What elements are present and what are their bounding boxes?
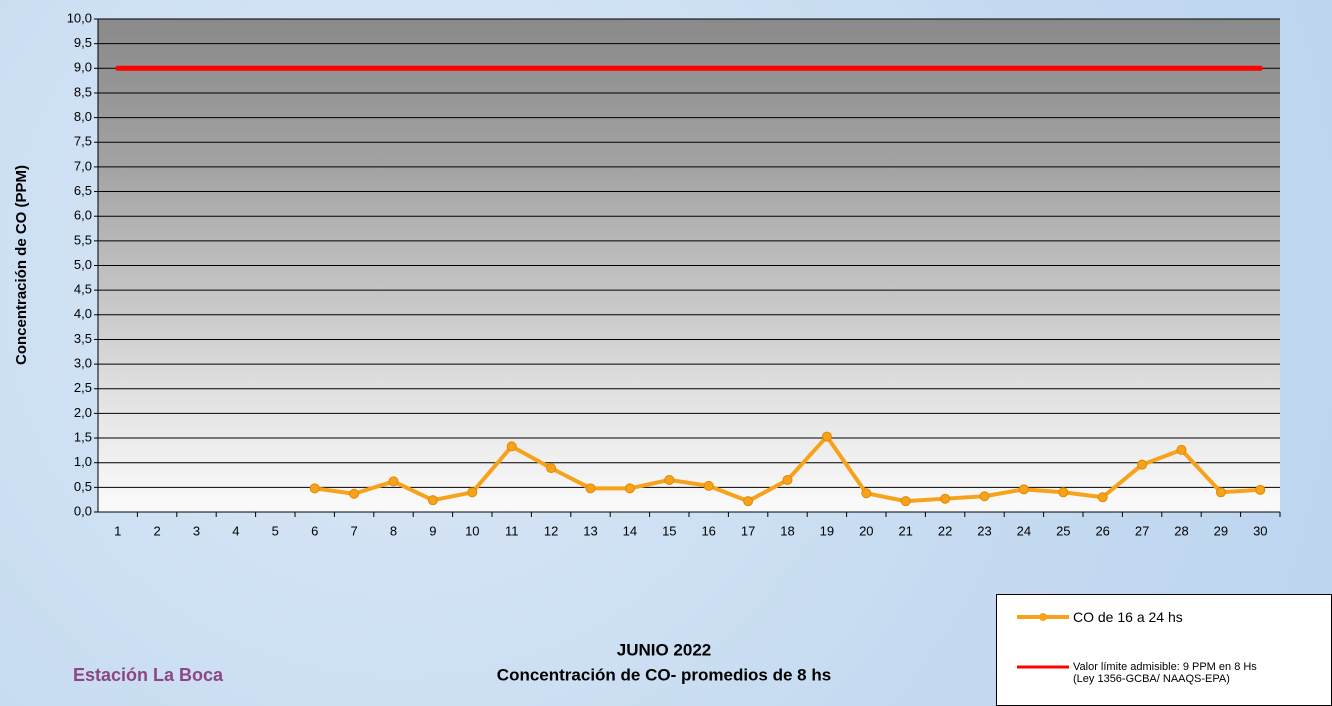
x-tick-label: 18 — [780, 523, 794, 538]
data-point — [744, 497, 753, 506]
x-tick-label: 4 — [232, 523, 239, 538]
data-point — [704, 481, 713, 490]
data-point — [1059, 488, 1068, 497]
data-point — [350, 489, 359, 498]
chart-title: JUNIO 2022 — [617, 640, 712, 659]
x-tick-label: 12 — [544, 523, 558, 538]
x-tick-label: 10 — [465, 523, 479, 538]
data-point — [625, 484, 634, 493]
data-point — [507, 442, 516, 451]
x-tick-label: 1 — [114, 523, 121, 538]
data-point — [1256, 485, 1265, 494]
data-point — [822, 432, 831, 441]
x-tick-label: 14 — [623, 523, 637, 538]
x-tick-label: 26 — [1095, 523, 1109, 538]
data-point — [468, 488, 477, 497]
x-tick-label: 6 — [311, 523, 318, 538]
y-tick-label: 7,5 — [74, 134, 92, 149]
x-tick-label: 20 — [859, 523, 873, 538]
chart-subtitle: Concentración de CO- promedios de 8 hs — [497, 665, 831, 684]
x-tick-label: 24 — [1017, 523, 1031, 538]
data-point — [1216, 488, 1225, 497]
data-point — [665, 475, 674, 484]
data-point — [980, 492, 989, 501]
x-tick-label: 7 — [350, 523, 357, 538]
y-tick-label: 4,5 — [74, 282, 92, 297]
y-tick-label: 1,0 — [74, 454, 92, 469]
x-tick-label: 13 — [583, 523, 597, 538]
x-tick-label: 28 — [1174, 523, 1188, 538]
y-tick-label: 7,0 — [74, 158, 92, 173]
data-point — [941, 494, 950, 503]
data-point — [389, 477, 398, 486]
x-tick-label: 19 — [820, 523, 834, 538]
y-tick-label: 2,5 — [74, 380, 92, 395]
data-point — [1138, 460, 1147, 469]
data-point — [586, 484, 595, 493]
x-tick-label: 11 — [505, 523, 519, 538]
y-tick-label: 5,0 — [74, 257, 92, 272]
y-tick-label: 9,5 — [74, 35, 92, 50]
y-tick-label: 9,0 — [74, 60, 92, 75]
x-tick-label: 15 — [662, 523, 676, 538]
legend-label: Valor límite admisible: 9 PPM en 8 Hs (L… — [1073, 661, 1273, 685]
data-point — [1019, 485, 1028, 494]
x-tick-label: 23 — [977, 523, 991, 538]
page: Concentración de CO (PPM) JUNIO 2022 Con… — [0, 0, 1332, 706]
legend: CO de 16 a 24 hs Valor límite admisible: … — [996, 594, 1332, 706]
y-tick-label: 3,5 — [74, 331, 92, 346]
y-tick-label: 1,5 — [74, 429, 92, 444]
y-tick-label: 8,0 — [74, 109, 92, 124]
x-tick-label: 9 — [429, 523, 436, 538]
x-tick-label: 17 — [741, 523, 755, 538]
y-tick-label: 10,0 — [67, 10, 92, 25]
y-tick-label: 0,0 — [74, 503, 92, 518]
y-tick-label: 3,0 — [74, 356, 92, 371]
data-point — [1098, 493, 1107, 502]
x-tick-label: 27 — [1135, 523, 1149, 538]
data-point — [862, 489, 871, 498]
data-point — [547, 464, 556, 473]
x-tick-label: 16 — [701, 523, 715, 538]
x-tick-label: 21 — [898, 523, 912, 538]
legend-marker — [1039, 613, 1047, 621]
y-tick-label: 4,0 — [74, 306, 92, 321]
x-tick-label: 30 — [1253, 523, 1267, 538]
legend-label: CO de 16 a 24 hs — [1073, 609, 1183, 625]
x-tick-label: 29 — [1214, 523, 1228, 538]
y-tick-label: 6,5 — [74, 183, 92, 198]
y-tick-label: 5,5 — [74, 232, 92, 247]
data-point — [310, 484, 319, 493]
station-label: Estación La Boca — [73, 665, 224, 685]
data-point — [901, 497, 910, 506]
x-tick-label: 5 — [272, 523, 279, 538]
y-tick-label: 6,0 — [74, 208, 92, 223]
y-tick-label: 2,0 — [74, 405, 92, 420]
x-tick-label: 8 — [390, 523, 397, 538]
data-point — [783, 475, 792, 484]
data-point — [428, 496, 437, 505]
y-tick-label: 8,5 — [74, 84, 92, 99]
x-tick-label: 2 — [153, 523, 160, 538]
x-tick-label: 25 — [1056, 523, 1070, 538]
y-axis-label: Concentración de CO (PPM) — [13, 165, 30, 365]
y-tick-label: 0,5 — [74, 479, 92, 494]
x-tick-label: 3 — [193, 523, 200, 538]
data-point — [1177, 445, 1186, 454]
x-tick-label: 22 — [938, 523, 952, 538]
